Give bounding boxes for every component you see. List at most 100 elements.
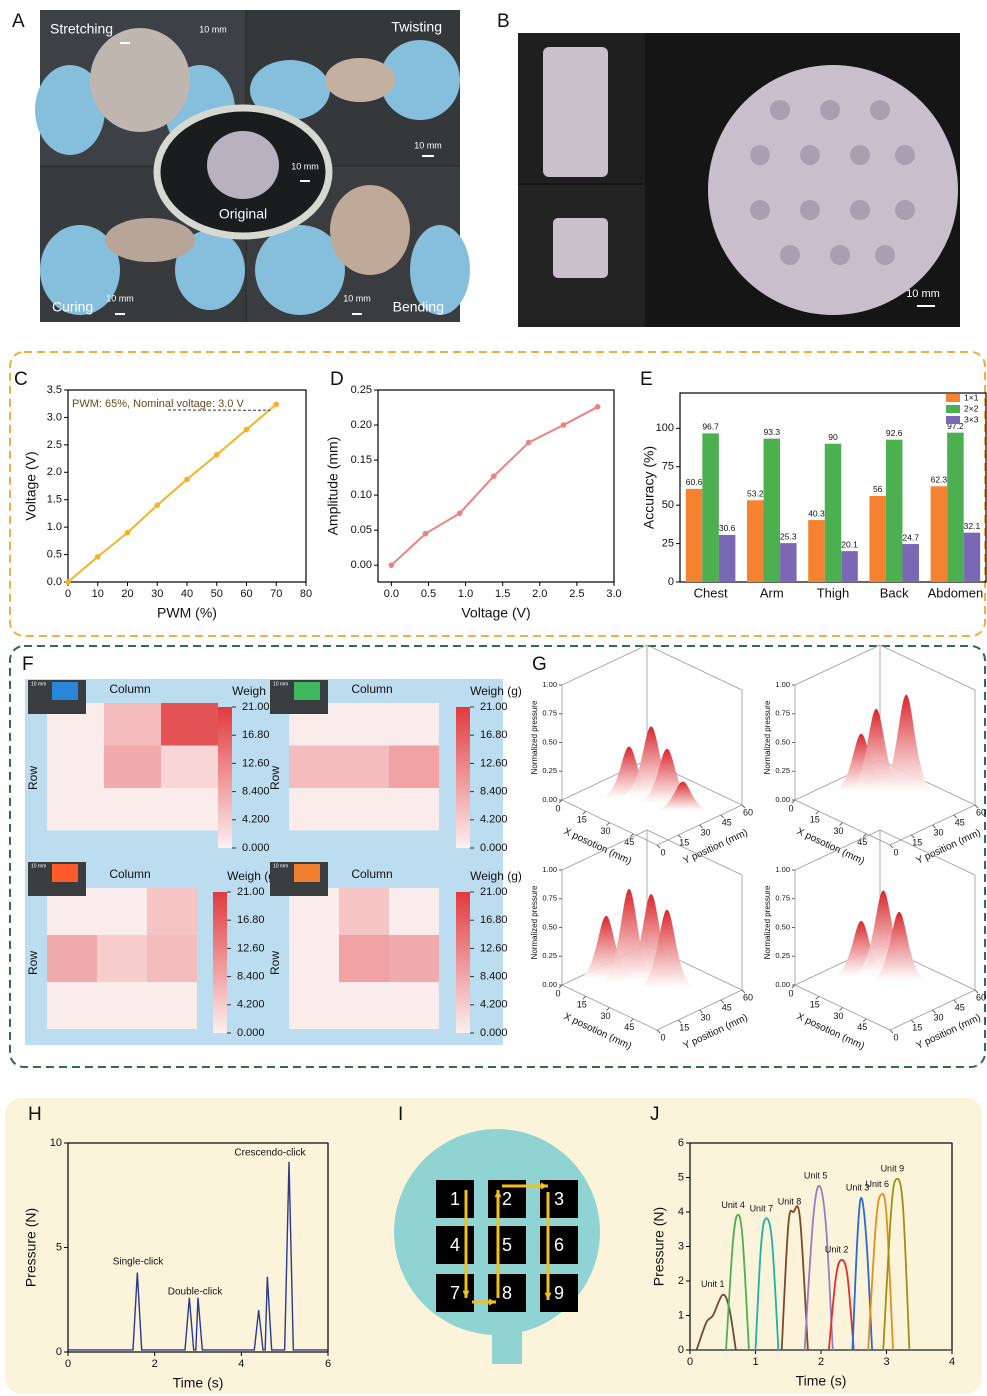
photo-a (35, 10, 470, 322)
heat-cell (339, 888, 389, 935)
colorbar-tick-label: 12.60 (242, 757, 270, 769)
legend-label: 1×1 (964, 392, 979, 402)
legend-swatch (946, 394, 960, 402)
panel-label: H (28, 1104, 42, 1125)
heat-cell (97, 982, 147, 1029)
photo-b (518, 33, 960, 327)
y-tick-label: 100 (656, 422, 674, 434)
figure: ABCDEFGHIJStretchingTwistingCuringBendin… (0, 0, 987, 1396)
value-label: 60.6 (686, 477, 703, 487)
colorbar-tick-label: 21.00 (242, 701, 270, 713)
z-tick-label: 0.25 (542, 766, 557, 775)
z-tick-label: 0.75 (542, 894, 557, 903)
heat-cell (97, 888, 147, 935)
annotation: PWM: 65%, Nominal voltage: 3.0 V (72, 398, 244, 410)
x-axis-label: X posotion (mm) (562, 826, 633, 867)
y-tick-label: 0.10 (351, 489, 372, 501)
unit-label: 9 (554, 1283, 564, 1303)
x-tick-label: Abdomen (928, 585, 984, 600)
data-point (561, 422, 567, 428)
data-point (526, 440, 532, 446)
panel-label: B (497, 11, 510, 32)
unit-label: 2 (502, 1189, 512, 1209)
inset-photo-cube (52, 864, 78, 882)
colorbar-tick-label: 8.400 (237, 971, 265, 983)
unit-label: 4 (450, 1235, 460, 1255)
x-tick-label: 3 (883, 1356, 889, 1368)
unit-label: 3 (554, 1189, 564, 1209)
colorbar-tick-label: 4.200 (237, 999, 265, 1011)
heat-cell (389, 746, 439, 789)
data-point (214, 452, 220, 458)
inset-scale-label: 10 mm (273, 863, 288, 869)
y-axis-label: Pressure (N) (23, 1208, 39, 1287)
x-tick-label: 30 (833, 1011, 843, 1021)
colorbar-tick-label: 21.00 (237, 886, 265, 898)
x-tick-label: 0 (65, 1358, 71, 1370)
y-tick-label: 45 (955, 1002, 965, 1012)
y-tick-label: 30 (700, 1012, 710, 1022)
z-tick-label: 1.00 (775, 865, 790, 874)
inset-photo-cube (294, 682, 320, 700)
z-tick-label: 0.75 (775, 894, 790, 903)
scale-bar-label: 10 mm (343, 293, 371, 303)
y-tick-label: 60 (743, 992, 753, 1002)
x-tick-label: 15 (577, 1000, 587, 1010)
photo-label: Original (219, 206, 267, 222)
y-tick-label: 4 (678, 1206, 684, 1218)
x-tick-label: 0 (65, 588, 71, 600)
panel-label: I (398, 1104, 403, 1125)
value-label: 24.7 (902, 532, 919, 542)
heat-cell (147, 935, 197, 982)
x-tick-label: Chest (694, 585, 728, 600)
bar (841, 551, 858, 582)
y-tick-label: 30 (700, 827, 710, 837)
x-tick-label: Thigh (817, 585, 850, 600)
colorbar-tick-label: 16.80 (480, 729, 508, 741)
y-tick-label: 3.5 (47, 384, 62, 396)
z-axis-label: Normalized pressure (530, 700, 539, 774)
x-tick-label: 0 (555, 803, 560, 813)
x-tick-label: 0.0 (384, 588, 399, 600)
plot-frame (378, 390, 614, 582)
y-tick-label: 3.0 (47, 411, 62, 423)
heat-cell (47, 935, 97, 982)
y-tick-label: 45 (955, 817, 965, 827)
z-tick-label: 0.25 (775, 951, 790, 960)
colorbar-tick-label: 16.80 (237, 914, 265, 926)
y-axis-label: Row (26, 766, 40, 790)
y-tick-label: 1 (678, 1309, 684, 1321)
bar (947, 433, 964, 582)
value-label: 20.1 (841, 539, 858, 549)
x-tick-label: 30 (600, 826, 610, 836)
colorbar-tick-label: 12.60 (480, 942, 508, 954)
heat-cell (389, 935, 439, 982)
data-point (244, 427, 250, 433)
colorbar-tick-label: 8.400 (242, 786, 270, 798)
x-axis-label: Column (109, 682, 150, 696)
heat-cell (161, 788, 218, 831)
y-tick-label: 0 (893, 847, 898, 857)
data-point (389, 562, 395, 568)
heat-cell (339, 935, 389, 982)
heat-cell (339, 746, 389, 789)
y-tick-label: 2.0 (47, 466, 62, 478)
photo-label: Twisting (391, 19, 442, 35)
photo-label: Bending (393, 299, 444, 315)
colorbar-tick-label: 4.200 (242, 814, 270, 826)
x-tick-label: 30 (833, 826, 843, 836)
heat-cell (47, 982, 97, 1029)
scale-bar-label: 10 mm (414, 140, 442, 150)
x-tick-label: 6 (325, 1358, 331, 1370)
x-axis-label: X posotion (mm) (562, 1011, 633, 1052)
y-tick-label: 0 (893, 1032, 898, 1042)
x-tick-label: Back (880, 585, 909, 600)
data-point (184, 477, 190, 483)
colorbar-tick-label: 16.80 (242, 729, 270, 741)
y-tick-label: 1.5 (47, 494, 62, 506)
unit-label: 1 (450, 1189, 460, 1209)
x-tick-label: 50 (211, 588, 223, 600)
panel-label: A (12, 11, 25, 32)
data-point (457, 511, 463, 517)
axis-edge (880, 645, 975, 690)
